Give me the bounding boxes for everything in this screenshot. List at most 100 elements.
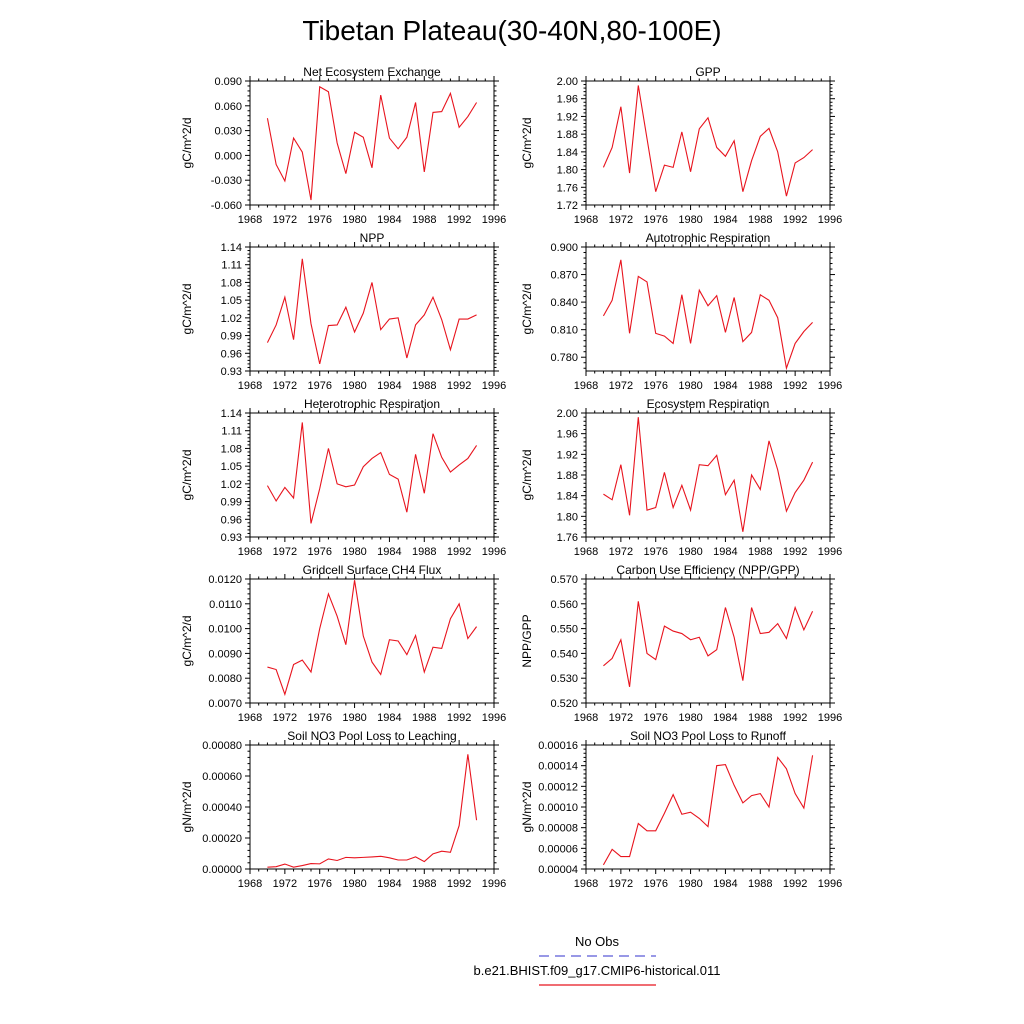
- y-axis-label: gC/m^2/d: [180, 284, 194, 335]
- x-tick-label: 1984: [377, 380, 401, 392]
- x-tick-label: 1972: [609, 878, 633, 890]
- x-tick-label: 1976: [643, 380, 667, 392]
- y-tick-label: 0.900: [550, 242, 578, 254]
- y-tick-label: 0.96: [221, 514, 242, 526]
- x-tick-label: 1984: [377, 712, 401, 724]
- x-tick-label: 1992: [447, 712, 471, 724]
- x-tick-label: 1988: [748, 712, 772, 724]
- x-tick-label: 1972: [273, 878, 297, 890]
- panel-net-ecosystem-exchange: Net Ecosystem Exchange 1968 1972 1976 1980 19…: [180, 65, 506, 226]
- x-tick-label: 1976: [643, 546, 667, 558]
- x-tick-label: 1984: [713, 712, 737, 724]
- y-tick-label: 0.00016: [538, 740, 578, 752]
- y-tick-label: 0.060: [214, 101, 242, 113]
- y-tick-label: 1.11: [221, 260, 242, 272]
- x-tick-label: 1980: [342, 878, 366, 890]
- panel-gpp: GPP 1968 1972 1976 1980 1984 1988 1992 1996 1.72 1…: [520, 65, 842, 226]
- panel-title: Soil NO3 Pool Loss to Leaching: [287, 729, 456, 743]
- figure-title: Tibetan Plateau(30-40N,80-100E): [302, 15, 721, 46]
- x-tick-label: 1980: [678, 878, 702, 890]
- x-tick-label: 1968: [574, 878, 598, 890]
- x-tick-label: 1980: [342, 546, 366, 558]
- panel-ecosystem-respiration: Ecosystem Respiration 1968 1972 1976 1980 198…: [520, 397, 842, 558]
- x-tick-label: 1984: [377, 878, 401, 890]
- plot-frame: [585, 744, 831, 870]
- panel-title: Ecosystem Respiration: [647, 397, 770, 411]
- y-tick-label: 0.840: [550, 297, 578, 309]
- x-tick-label: 1980: [342, 380, 366, 392]
- plot-frame: [585, 246, 831, 372]
- x-tick-label: 1972: [273, 546, 297, 558]
- y-tick-label: 0.810: [550, 325, 578, 337]
- y-tick-label: 0.0110: [209, 599, 242, 611]
- panel-title: Net Ecosystem Exchange: [303, 65, 441, 79]
- plot-frame: [249, 412, 495, 538]
- panels: Net Ecosystem Exchange 1968 1972 1976 1980 19…: [180, 65, 842, 890]
- x-tick-label: 1980: [678, 712, 702, 724]
- y-tick-label: 0.99: [221, 497, 242, 509]
- y-tick-label: 0.00060: [202, 771, 242, 783]
- y-tick-label: 0.0070: [208, 698, 242, 710]
- x-tick-label: 1988: [748, 214, 772, 226]
- x-tick-label: 1984: [713, 380, 737, 392]
- x-tick-label: 1992: [783, 712, 807, 724]
- panel-title: Gridcell Surface CH4 Flux: [303, 563, 442, 577]
- y-tick-label: 0.00010: [538, 802, 578, 814]
- x-tick-label: 1992: [447, 214, 471, 226]
- x-tick-label: 1988: [748, 380, 772, 392]
- panel-gridcell-surface-ch4-flux: Gridcell Surface CH4 Flux 1968 1972 1976 198…: [180, 563, 506, 724]
- x-tick-label: 1992: [447, 546, 471, 558]
- y-tick-label: 1.80: [557, 511, 578, 523]
- y-tick-label: 0.00080: [202, 740, 242, 752]
- y-axis-label: gN/m^2/d: [520, 782, 534, 833]
- y-tick-label: 1.02: [221, 479, 242, 491]
- y-tick-label: 0.520: [550, 698, 578, 710]
- y-tick-label: 0.540: [550, 648, 578, 660]
- x-tick-label: 1984: [713, 214, 737, 226]
- panel-carbon-use-efficiency-npp-gpp: Carbon Use Efficiency (NPP/GPP) 1968 1972 1…: [520, 563, 842, 724]
- x-tick-label: 1988: [748, 546, 772, 558]
- y-tick-label: 0.780: [550, 352, 578, 364]
- y-tick-label: 1.76: [557, 182, 578, 194]
- y-axis-label: gN/m^2/d: [180, 782, 194, 833]
- panel-soil-no3-pool-loss-to-leaching: Soil NO3 Pool Loss to Leaching 1968 1972 19…: [180, 729, 506, 890]
- y-tick-label: 0.93: [221, 532, 242, 544]
- x-tick-label: 1980: [342, 214, 366, 226]
- x-tick-label: 1968: [238, 380, 262, 392]
- series-line: [266, 258, 477, 365]
- x-tick-label: 1972: [609, 380, 633, 392]
- panel-heterotrophic-respiration: Heterotrophic Respiration 1968 1972 1976 198…: [180, 397, 506, 558]
- y-tick-label: 0.530: [550, 673, 578, 685]
- x-tick-label: 1988: [412, 878, 436, 890]
- y-axis-label: gC/m^2/d: [520, 118, 534, 169]
- x-tick-label: 1976: [643, 712, 667, 724]
- y-tick-label: 1.96: [557, 94, 578, 106]
- y-tick-label: 1.14: [221, 242, 242, 254]
- x-tick-label: 1988: [412, 214, 436, 226]
- y-tick-label: 0.00014: [538, 761, 578, 773]
- x-tick-label: 1976: [643, 878, 667, 890]
- x-tick-label: 1976: [307, 546, 331, 558]
- x-tick-label: 1996: [818, 712, 842, 724]
- x-tick-label: 1968: [238, 214, 262, 226]
- y-tick-label: 0.00012: [538, 781, 578, 793]
- y-tick-label: 1.96: [557, 429, 578, 441]
- y-tick-label: 1.08: [221, 443, 242, 455]
- panel-title: Carbon Use Efficiency (NPP/GPP): [616, 563, 799, 577]
- y-tick-label: 1.92: [557, 111, 578, 123]
- y-tick-label: 0.570: [550, 574, 578, 586]
- y-axis-label: gC/m^2/d: [180, 616, 194, 667]
- series-line: [266, 85, 478, 201]
- x-tick-label: 1992: [783, 380, 807, 392]
- y-tick-label: -0.060: [211, 200, 242, 212]
- panel-soil-no3-pool-loss-to-runoff: Soil NO3 Pool Loss to Runoff 1968 1972 1976…: [520, 729, 842, 890]
- x-tick-label: 1988: [412, 546, 436, 558]
- plot-frame: [249, 246, 495, 372]
- y-tick-label: 1.11: [221, 426, 242, 438]
- x-tick-label: 1996: [482, 214, 506, 226]
- y-tick-label: 1.88: [557, 470, 578, 482]
- y-tick-label: 0.00004: [538, 864, 578, 876]
- x-tick-label: 1992: [447, 380, 471, 392]
- x-tick-label: 1972: [609, 546, 633, 558]
